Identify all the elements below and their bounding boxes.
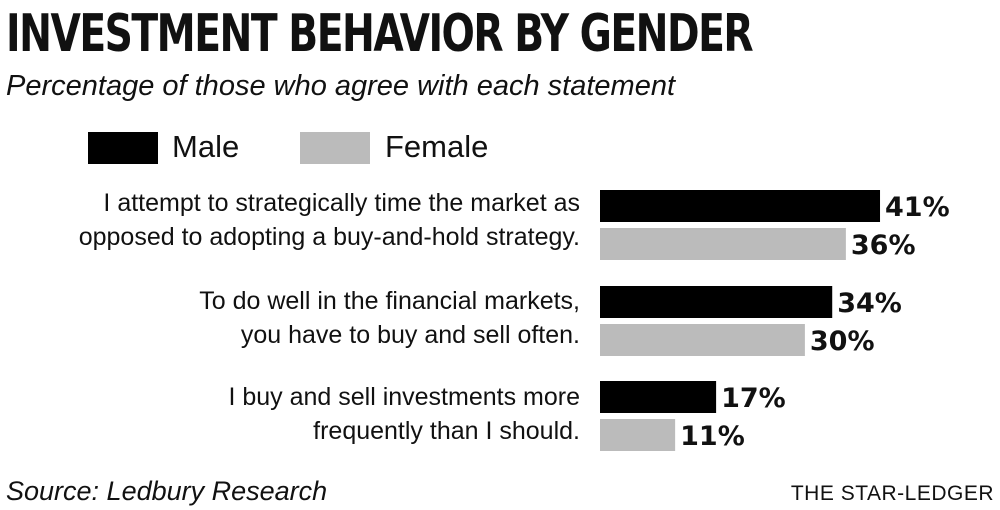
statement-2-line-1: To do well in the financial markets, — [199, 287, 580, 315]
source-note: Source: Ledbury Research — [6, 476, 328, 506]
bar-female-1 — [600, 228, 846, 260]
value-label-female-2: 30% — [810, 326, 875, 357]
legend-label-female: Female — [385, 129, 489, 164]
statement-1-line-2: opposed to adopting a buy-and-hold strat… — [78, 223, 580, 251]
legend-label-male: Male — [172, 129, 240, 164]
value-label-female-3: 11% — [680, 421, 745, 452]
legend: Male Female — [0, 124, 600, 168]
chart-subtitle: Percentage of those who agree with each … — [6, 70, 676, 102]
bar-male-3 — [600, 381, 717, 413]
statement-label-3: I buy and sell investments more frequent… — [228, 380, 580, 448]
bar-female-2 — [600, 324, 805, 356]
bar-female-3 — [600, 419, 676, 451]
publisher-credit: THE STAR-LEDGER — [790, 482, 994, 505]
statement-3-line-2: frequently than I should. — [313, 417, 580, 445]
statement-2-line-2: you have to buy and sell often. — [240, 321, 580, 349]
value-label-male-1: 41% — [885, 192, 950, 223]
statement-label-1: I attempt to strategically time the mark… — [79, 186, 580, 254]
statement-3-line-1: I buy and sell investments more — [228, 383, 580, 411]
value-label-male-3: 17% — [721, 383, 786, 414]
bar-male-2 — [600, 286, 833, 318]
statement-label-2: To do well in the financial markets, you… — [199, 284, 580, 352]
value-label-female-1: 36% — [851, 230, 916, 261]
legend-swatch-female — [300, 132, 370, 164]
bar-male-1 — [600, 190, 881, 222]
statement-1-line-1: I attempt to strategically time the mark… — [103, 189, 580, 217]
chart-title: INVESTMENT BEHAVIOR BY GENDER — [6, 4, 754, 64]
legend-swatch-male — [88, 132, 158, 164]
value-label-male-2: 34% — [837, 288, 902, 319]
